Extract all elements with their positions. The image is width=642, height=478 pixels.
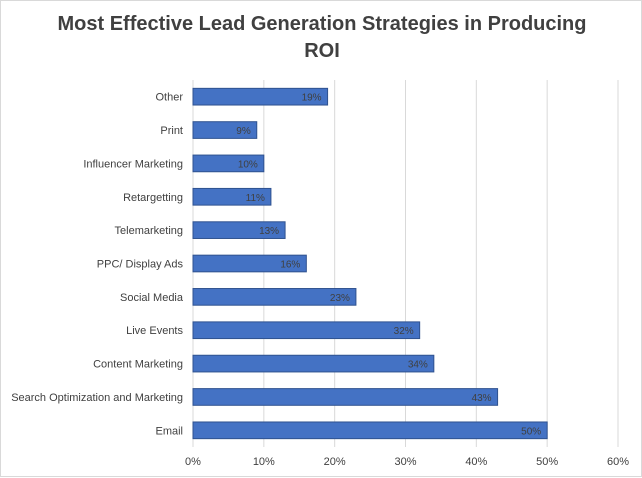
bar: [192, 187, 272, 206]
data-label: 50%: [521, 426, 541, 437]
category-label: Social Media: [120, 292, 184, 304]
category-label: Telemarketing: [115, 225, 183, 237]
category-label: PPC/ Display Ads: [97, 259, 184, 271]
bar: [192, 254, 307, 273]
data-label: 32%: [394, 326, 414, 337]
x-tick-label: 50%: [536, 456, 558, 468]
data-label: 23%: [330, 293, 350, 304]
bar: [192, 87, 329, 106]
x-tick-label: 10%: [253, 456, 275, 468]
data-label: 16%: [280, 260, 300, 271]
bar: [192, 121, 258, 139]
bar: [192, 154, 265, 173]
x-tick-label: 0%: [185, 456, 201, 468]
category-label: Search Optimization and Marketing: [11, 392, 183, 404]
x-tick-label: 40%: [465, 456, 487, 468]
bar: [192, 421, 548, 440]
bar: [192, 288, 357, 306]
bar: [192, 221, 286, 239]
category-label: Content Marketing: [93, 359, 183, 371]
chart-title: Most Effective Lead Generation Strategie…: [57, 13, 587, 62]
data-label: 43%: [472, 393, 492, 404]
category-label: Email: [155, 425, 183, 437]
category-label: Influencer Marketing: [83, 158, 183, 170]
data-label: 9%: [236, 126, 251, 137]
bar: [192, 388, 499, 406]
category-label: Print: [160, 125, 183, 137]
x-tick-label: 20%: [324, 456, 346, 468]
category-label: Retargetting: [123, 192, 183, 204]
x-tick-label: 30%: [394, 456, 416, 468]
data-label: 34%: [408, 360, 428, 371]
bar: [192, 321, 421, 340]
data-label: 11%: [246, 193, 265, 204]
data-label: 19%: [302, 93, 322, 104]
category-label: Live Events: [126, 325, 183, 337]
category-label: Other: [155, 92, 183, 104]
data-label: 10%: [238, 159, 258, 170]
data-label: 13%: [259, 226, 279, 237]
x-tick-label: 60%: [607, 456, 629, 468]
bar: [192, 354, 435, 373]
